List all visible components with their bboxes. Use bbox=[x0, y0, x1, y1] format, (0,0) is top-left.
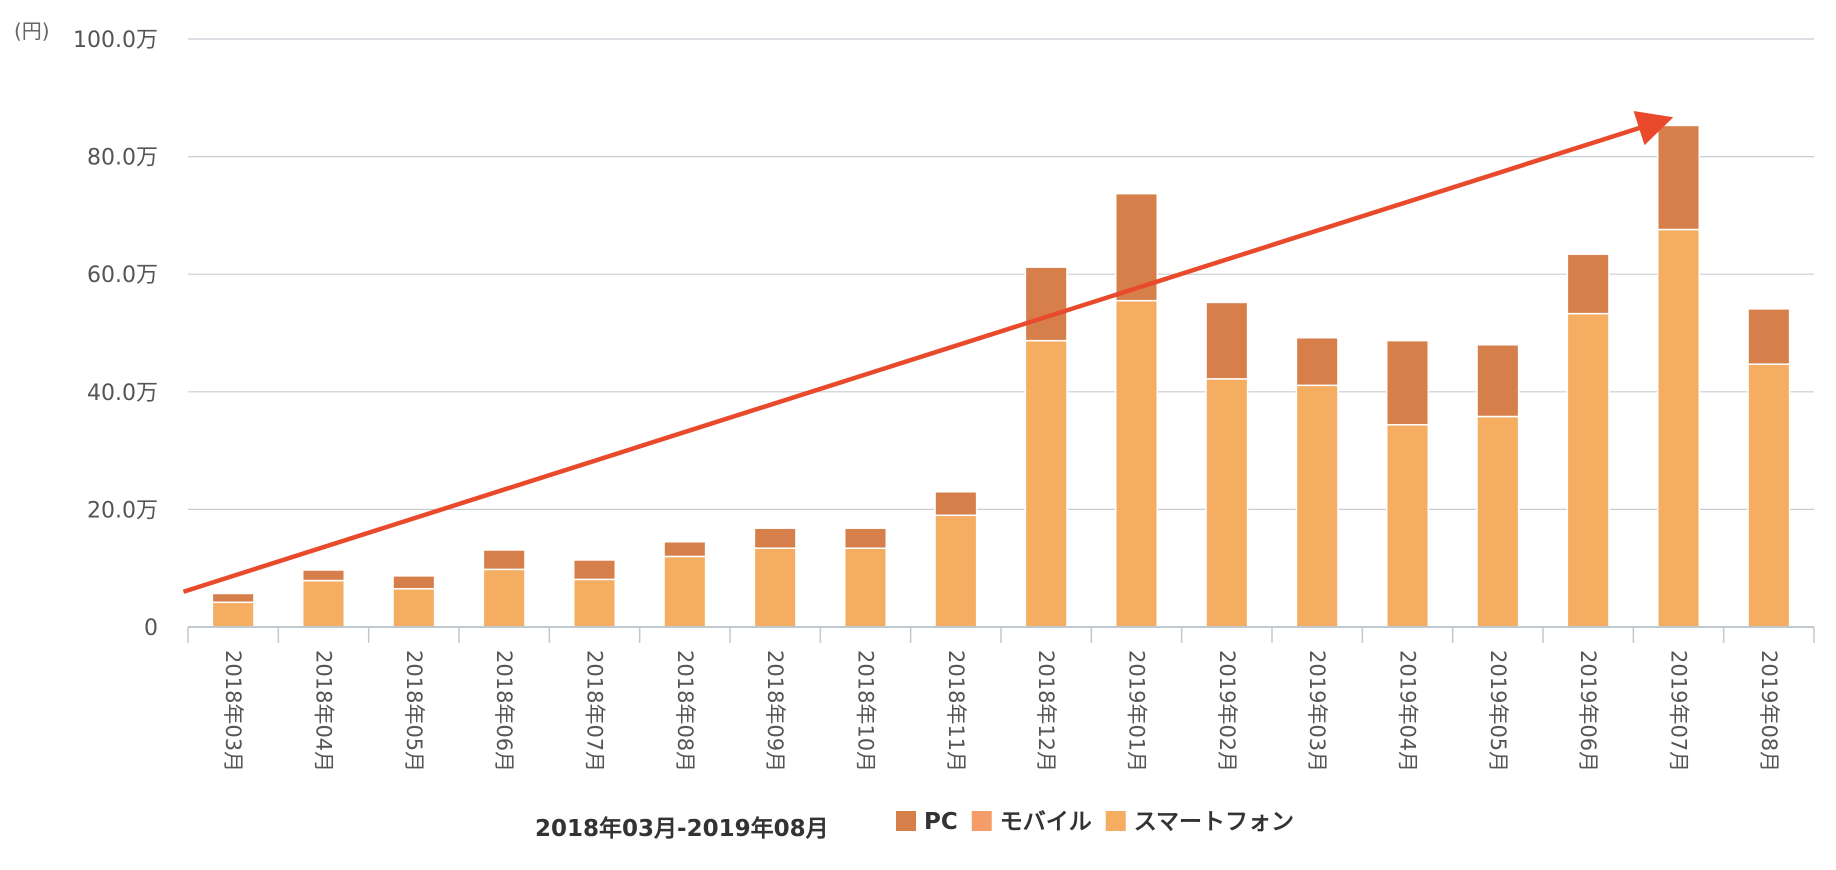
bar-segment-PC bbox=[934, 491, 978, 517]
y-tick-label: 0 bbox=[144, 616, 158, 641]
x-tick-label: 2018年12月 bbox=[1034, 650, 1058, 772]
legend: 2018年03月-2019年08月 PC モバイル スマートフォン bbox=[535, 809, 1294, 842]
bar-segment-スマートフォン bbox=[1024, 339, 1068, 628]
bar-segment-スマートフォン bbox=[843, 547, 888, 628]
bar-segment-PC bbox=[1205, 301, 1249, 380]
trend-arrow-line bbox=[182, 110, 1674, 594]
legend-swatch bbox=[971, 811, 992, 831]
x-tick-label: 2019年07月 bbox=[1667, 650, 1691, 772]
bar-segment-PC bbox=[1476, 344, 1520, 418]
bar-segment-PC bbox=[482, 549, 526, 571]
legend-swatch bbox=[896, 811, 916, 831]
x-tick-label: 2018年10月 bbox=[854, 650, 878, 772]
y-tick-label: 100.0万 bbox=[73, 28, 158, 53]
x-tick-label: 2019年08月 bbox=[1757, 650, 1781, 772]
bar-segment-PC bbox=[301, 569, 346, 582]
x-tick-label: 2019年05月 bbox=[1486, 650, 1510, 772]
bar-segment-PC bbox=[392, 575, 436, 590]
bar-segment-PC bbox=[843, 527, 888, 549]
legend-label: スマートフォン bbox=[1134, 809, 1294, 835]
bar-segment-スマートフォン bbox=[1656, 228, 1701, 628]
legend-label: PC bbox=[924, 809, 958, 835]
bar-segment-PC bbox=[1024, 266, 1068, 342]
bar-segment-PC bbox=[1295, 336, 1339, 387]
bar-segment-スマートフォン bbox=[1566, 312, 1610, 628]
bar-segment-PC bbox=[663, 540, 707, 558]
y-axis-unit-label: (円) bbox=[14, 19, 50, 43]
trend-arrow bbox=[182, 110, 1674, 594]
bar-segment-スマートフォン bbox=[482, 568, 526, 628]
bar-segment-スマートフォン bbox=[301, 579, 346, 628]
x-axis: 2018年03月 2018年04月 2018年05月 2018年06月 2018年07月… bbox=[187, 626, 1815, 772]
x-tick-label: 2018年06月 bbox=[492, 650, 516, 772]
y-tick-label: 60.0万 bbox=[87, 263, 158, 288]
y-axis: 0 20.0万 40.0万 60.0万 80.0万 100.0万 bbox=[73, 28, 158, 641]
bar-segment-スマートフォン bbox=[753, 547, 797, 628]
x-tick-label: 2019年01月 bbox=[1125, 650, 1149, 772]
bar-segment-スマートフォン bbox=[1476, 415, 1520, 628]
bar-segment-スマートフォン bbox=[1385, 423, 1430, 628]
bar-segment-PC bbox=[1656, 124, 1701, 231]
bar-segment-スマートフォン bbox=[1747, 363, 1791, 628]
x-tick-label: 2018年04月 bbox=[312, 650, 336, 772]
x-tick-label: 2018年03月 bbox=[221, 650, 245, 772]
x-tick-label: 2019年02月 bbox=[1215, 650, 1239, 772]
legend-period-label: 2018年03月-2019年08月 bbox=[535, 815, 829, 842]
bar-segment-スマートフォン bbox=[934, 514, 978, 628]
bar-segment-スマートフォン bbox=[572, 578, 617, 628]
y-tick-label: 40.0万 bbox=[87, 381, 158, 406]
bar-segment-PC bbox=[1385, 339, 1430, 426]
x-tick-label: 2018年08月 bbox=[673, 650, 697, 772]
y-tick-label: 80.0万 bbox=[87, 146, 158, 171]
x-tick-label: 2019年04月 bbox=[1396, 650, 1420, 772]
bar-segment-PC bbox=[1566, 253, 1610, 315]
y-tick-label: 20.0万 bbox=[87, 498, 158, 523]
bar-segment-スマートフォン bbox=[1205, 378, 1249, 628]
x-tick-label: 2018年11月 bbox=[944, 650, 968, 772]
bar-segment-スマートフォン bbox=[1114, 299, 1159, 628]
bar-segment-スマートフォン bbox=[663, 555, 707, 628]
bar-segment-PC bbox=[211, 592, 255, 604]
bars bbox=[211, 124, 1791, 628]
bar-segment-PC bbox=[1747, 308, 1791, 365]
bar-segment-PC bbox=[572, 559, 617, 581]
legend-label: モバイル bbox=[1000, 809, 1092, 835]
x-tick-label: 2018年07月 bbox=[583, 650, 607, 772]
bar-segment-PC bbox=[753, 527, 797, 549]
x-tick-label: 2019年06月 bbox=[1576, 650, 1600, 772]
legend-swatch bbox=[1105, 811, 1126, 831]
x-tick-label: 2018年05月 bbox=[402, 650, 426, 772]
bar-segment-スマートフォン bbox=[1295, 384, 1339, 628]
x-tick-label: 2018年09月 bbox=[763, 650, 787, 772]
bar-segment-スマートフォン bbox=[211, 601, 255, 628]
x-tick-label: 2019年03月 bbox=[1305, 650, 1329, 772]
bar-segment-スマートフォン bbox=[392, 588, 436, 628]
